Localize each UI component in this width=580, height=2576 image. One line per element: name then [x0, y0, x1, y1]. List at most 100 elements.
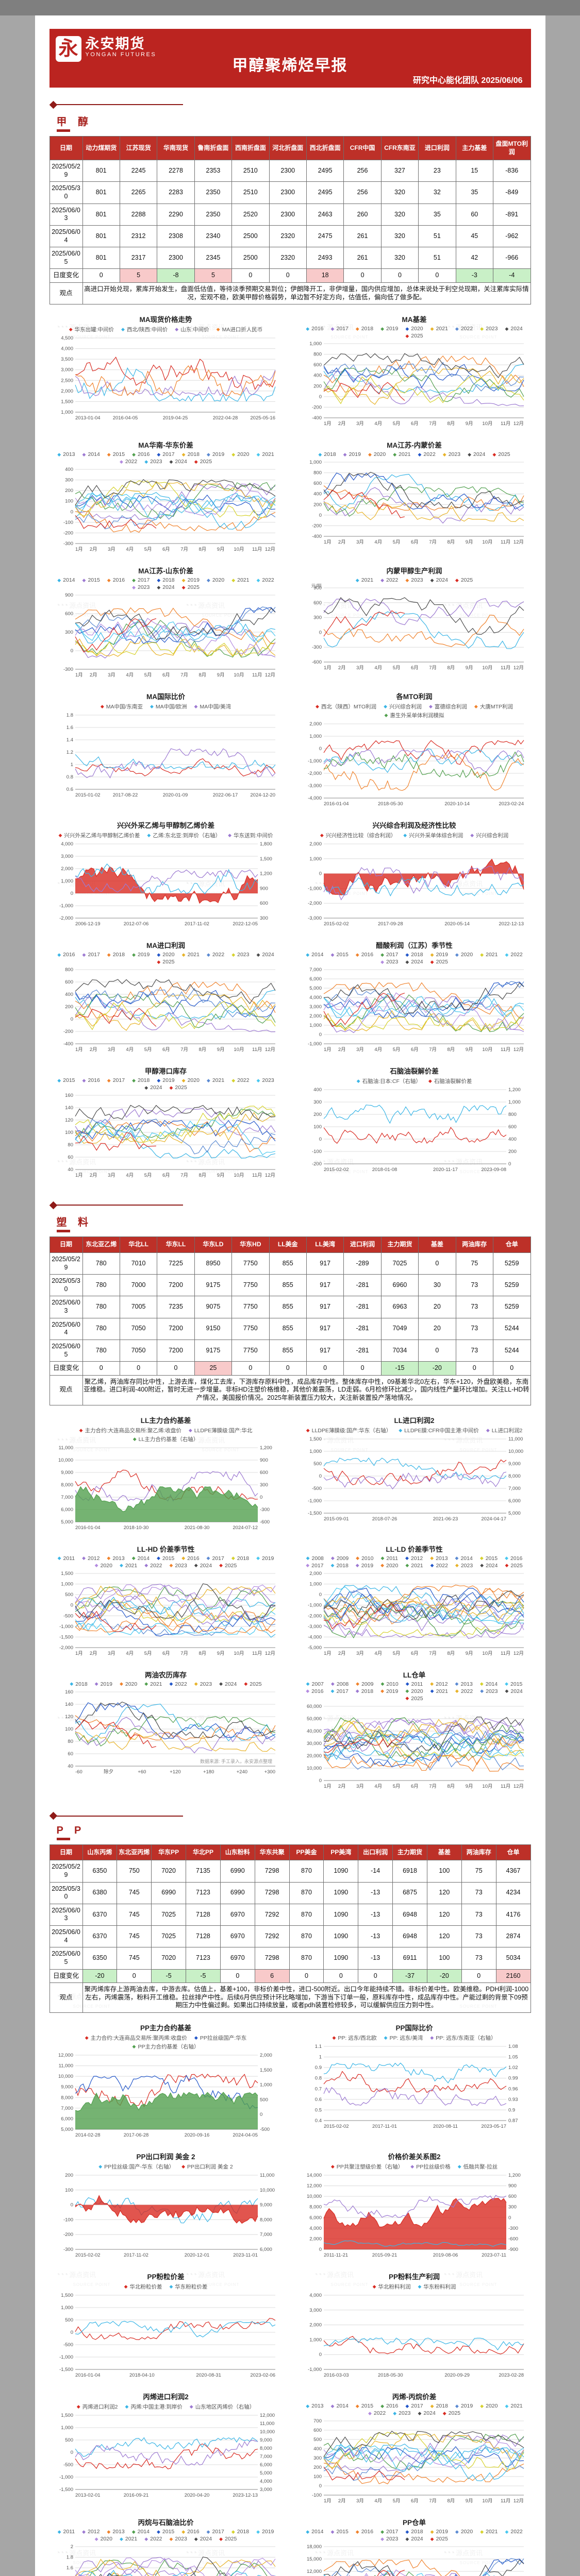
chart-title: MA江苏-内蒙价差 — [387, 442, 442, 450]
svg-text:9,000: 9,000 — [61, 2084, 73, 2090]
legend-marker-icon: ◆ — [355, 1563, 359, 1568]
legend-marker-icon: ◆ — [505, 1555, 509, 1561]
legend-item: ◆ 2024 — [256, 952, 274, 958]
legend-marker-icon: ◆ — [380, 577, 384, 583]
svg-text:12月: 12月 — [513, 539, 523, 545]
svg-text:2006-12-19: 2006-12-19 — [75, 921, 101, 927]
legend-marker-icon: ◆ — [330, 1555, 335, 1561]
legend-marker-icon: ◆ — [94, 1681, 98, 1687]
chart-title: PP出口利润 美金 2 — [136, 2153, 195, 2161]
change-value: 0 — [231, 268, 270, 283]
chart-丙烷与石脑油比价: 丙烷与石脑油比价 ◆ 2011 ◆ 2012 ◆ 2013 ◆ 2014 ◆ 2015 ◆ 2016 ◆ 2… — [49, 2514, 283, 2576]
chart-legend: ◆ 2016 ◆ 2017 ◆ 2018 ◆ 2019 ◆ 2020 ◆ 2021 ◆ 2022 ◆ 2023… — [298, 325, 531, 340]
svg-text:10,000: 10,000 — [306, 2194, 321, 2199]
legend-marker-icon: ◆ — [219, 2536, 223, 2541]
legend-item: ◆ 2015 — [330, 952, 349, 958]
svg-text:6月: 6月 — [410, 665, 418, 671]
legend-marker-icon: ◆ — [455, 952, 459, 957]
svg-text:7月: 7月 — [429, 1784, 437, 1789]
cell-value: 745 — [117, 1882, 152, 1904]
cell-value: 20 — [418, 1296, 456, 1318]
legend-item: ◆ 2025 — [455, 577, 473, 584]
chart-MA现货价格走势: MA现货价格走势 ◆ 华东出罐:中间价 ◆ 西北/陕西:中间价 ◆ 山东:中间价 ◆ MA进口折… — [49, 311, 283, 428]
legend-item: ◆ 2016 — [355, 952, 374, 958]
legend-item: ◆ 2024 — [144, 1084, 162, 1091]
svg-text:2月: 2月 — [89, 1651, 97, 1656]
svg-text:11月: 11月 — [501, 421, 510, 427]
svg-text:1月: 1月 — [75, 672, 83, 678]
section-diamond-icon — [49, 100, 57, 109]
legend-item: ◆ PP: 远东/美湾 — [384, 2035, 423, 2041]
svg-text:2024-07-12: 2024-07-12 — [233, 1525, 258, 1531]
cell-value: 35 — [455, 181, 493, 204]
legend-marker-icon: ◆ — [194, 704, 198, 709]
legend-marker-icon: ◆ — [405, 1688, 409, 1694]
cell-value: 2265 — [119, 181, 158, 204]
svg-text:1,000: 1,000 — [309, 734, 322, 739]
legend-item: ◆ 2015 — [330, 2529, 349, 2535]
legend-marker-icon: ◆ — [332, 2035, 336, 2040]
legend-marker-icon: ◆ — [356, 1555, 360, 1561]
svg-text:0: 0 — [70, 510, 73, 515]
legend-item: ◆ 2023 — [169, 1562, 187, 1569]
svg-text:2020-04-20: 2020-04-20 — [184, 2493, 209, 2498]
cell-value: 7025 — [151, 1925, 187, 1948]
column-header: 日期 — [49, 1236, 83, 1253]
svg-text:800: 800 — [508, 1112, 517, 1117]
legend-marker-icon: ◆ — [430, 952, 434, 957]
legend-item: ◆ MA进口折人民币 — [216, 327, 263, 333]
svg-text:500: 500 — [260, 2097, 268, 2103]
chart-LL主力合约基差: LL主力合约基差 ◆ 主力合约:大连商品交易所:聚乙烯:收盘价 ◆ LLDPE薄膜级:国… — [49, 1412, 283, 1532]
chart-legend: ◆ MA中国/东南亚 ◆ MA中国/欧洲 ◆ MA中国/美湾 — [49, 702, 283, 711]
chart-title: MA国际比价 — [146, 693, 185, 701]
legend-item: ◆ 2023 — [480, 1688, 498, 1694]
svg-text:1.05: 1.05 — [508, 2055, 518, 2060]
chart-plot: -1,000 0 1,000 2,000 3,000 4,000 5,000 6,000 7,0… — [308, 967, 524, 1053]
chart-PP粉粒价差: PP粉粒价差 ◆ 华北粉粒价差 ◆ 华东粉粒价差 -1,500 -1,000 -500 0 500… — [49, 2268, 283, 2380]
svg-text:200: 200 — [313, 1112, 322, 1117]
legend-marker-icon: ◆ — [330, 1681, 335, 1687]
legend-marker-icon: ◆ — [492, 451, 496, 457]
cell-value: 7750 — [231, 1317, 270, 1340]
svg-text:10月: 10月 — [234, 672, 244, 678]
cell-value: 745 — [117, 1903, 152, 1926]
change-value: -20 — [82, 1969, 118, 1984]
legend-marker-icon: ◆ — [320, 833, 324, 838]
cell-value: 320 — [380, 203, 419, 226]
svg-text:0.6: 0.6 — [66, 787, 73, 792]
cell-value: 2510 — [231, 160, 270, 182]
chart-plot: -1,500 -1,000 -500 0 500 1,000 1,500 5,000 6,000… — [308, 1436, 523, 1522]
column-header: 主力期货 — [392, 1844, 427, 1861]
svg-text:2015-02-02: 2015-02-02 — [75, 2252, 101, 2258]
svg-text:0: 0 — [319, 1032, 321, 1038]
chart-title: MA华南-华东价差 — [138, 442, 193, 450]
legend-marker-icon: ◆ — [380, 2403, 384, 2409]
section-rule — [54, 1815, 183, 1817]
legend-item: ◆ 2024 — [194, 2536, 212, 2542]
chart-legend: ◆ 华北粉粒价差 ◆ 华东粉粒价差 — [49, 2282, 283, 2291]
svg-text:2,000: 2,000 — [309, 721, 322, 727]
cell-value: 7750 — [231, 1274, 270, 1297]
legend-item: ◆ 2022 — [144, 2536, 162, 2542]
svg-text:1.8: 1.8 — [66, 2555, 73, 2561]
svg-text:10月: 10月 — [482, 539, 492, 545]
legend-item: ◆ 2025 — [181, 584, 200, 591]
cell-value: 917 — [306, 1252, 344, 1275]
svg-text:1,200: 1,200 — [508, 2173, 521, 2178]
legend-marker-icon: ◆ — [306, 326, 310, 331]
legend-marker-icon: ◆ — [430, 577, 434, 583]
legend-marker-icon: ◆ — [107, 952, 111, 957]
legend-marker-icon: ◆ — [330, 2403, 335, 2409]
svg-text:8月: 8月 — [447, 1651, 455, 1656]
cell-value: 855 — [269, 1317, 307, 1340]
legend-item: ◆ 2017 — [206, 2529, 224, 2535]
svg-text:300: 300 — [65, 478, 73, 483]
legend-marker-icon: ◆ — [428, 704, 433, 709]
chart-PP出口利润 美金 2: PP出口利润 美金 2 ◆ PP拉丝级:国产-华东（右轴） ◆ PP出口利润 美金 2 -… — [49, 2148, 283, 2260]
svg-text:6月: 6月 — [410, 2498, 418, 2504]
chart-plot: -300 -200 -100 0 100 200 300 400 1月 2月 3月 4月 5月 6月 7月 8… — [63, 467, 276, 552]
svg-text:2,500: 2,500 — [61, 378, 73, 384]
cell-value: 2300 — [157, 247, 195, 269]
svg-text:+60: +60 — [138, 1769, 146, 1775]
legend-item: ◆ 2022 — [430, 1562, 448, 1569]
